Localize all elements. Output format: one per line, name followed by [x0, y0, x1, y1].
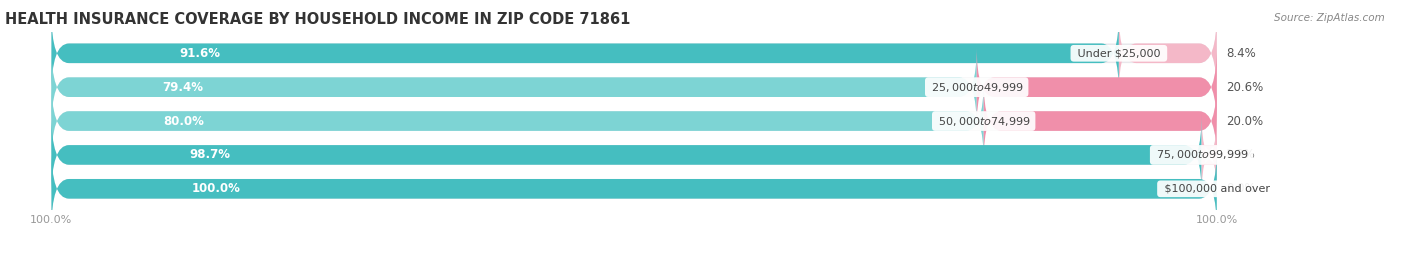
Text: Under $25,000: Under $25,000 [1074, 48, 1164, 58]
Text: 100.0%: 100.0% [191, 182, 240, 195]
Text: 80.0%: 80.0% [163, 115, 204, 128]
Text: 20.6%: 20.6% [1226, 81, 1264, 94]
FancyBboxPatch shape [52, 148, 1216, 230]
FancyBboxPatch shape [52, 12, 1119, 94]
FancyBboxPatch shape [52, 46, 977, 128]
Text: 91.6%: 91.6% [180, 47, 221, 60]
FancyBboxPatch shape [52, 148, 1216, 230]
Text: Source: ZipAtlas.com: Source: ZipAtlas.com [1274, 13, 1385, 23]
Text: $50,000 to $74,999: $50,000 to $74,999 [935, 115, 1032, 128]
Text: 20.0%: 20.0% [1226, 115, 1263, 128]
FancyBboxPatch shape [977, 46, 1216, 128]
Text: $25,000 to $49,999: $25,000 to $49,999 [928, 81, 1025, 94]
FancyBboxPatch shape [52, 114, 1202, 196]
FancyBboxPatch shape [1119, 12, 1216, 94]
Text: $75,000 to $99,999: $75,000 to $99,999 [1153, 148, 1250, 161]
Text: $100,000 and over: $100,000 and over [1160, 184, 1272, 194]
Text: HEALTH INSURANCE COVERAGE BY HOUSEHOLD INCOME IN ZIP CODE 71861: HEALTH INSURANCE COVERAGE BY HOUSEHOLD I… [4, 12, 630, 27]
Text: 0.0%: 0.0% [1226, 182, 1256, 195]
Text: 79.4%: 79.4% [163, 81, 204, 94]
Text: 98.7%: 98.7% [190, 148, 231, 161]
FancyBboxPatch shape [52, 46, 1216, 128]
FancyBboxPatch shape [52, 80, 1216, 162]
FancyBboxPatch shape [52, 114, 1216, 196]
FancyBboxPatch shape [52, 80, 984, 162]
Text: 1.3%: 1.3% [1226, 148, 1256, 161]
FancyBboxPatch shape [984, 80, 1216, 162]
FancyBboxPatch shape [1199, 114, 1219, 196]
FancyBboxPatch shape [52, 12, 1216, 94]
Text: 8.4%: 8.4% [1226, 47, 1256, 60]
